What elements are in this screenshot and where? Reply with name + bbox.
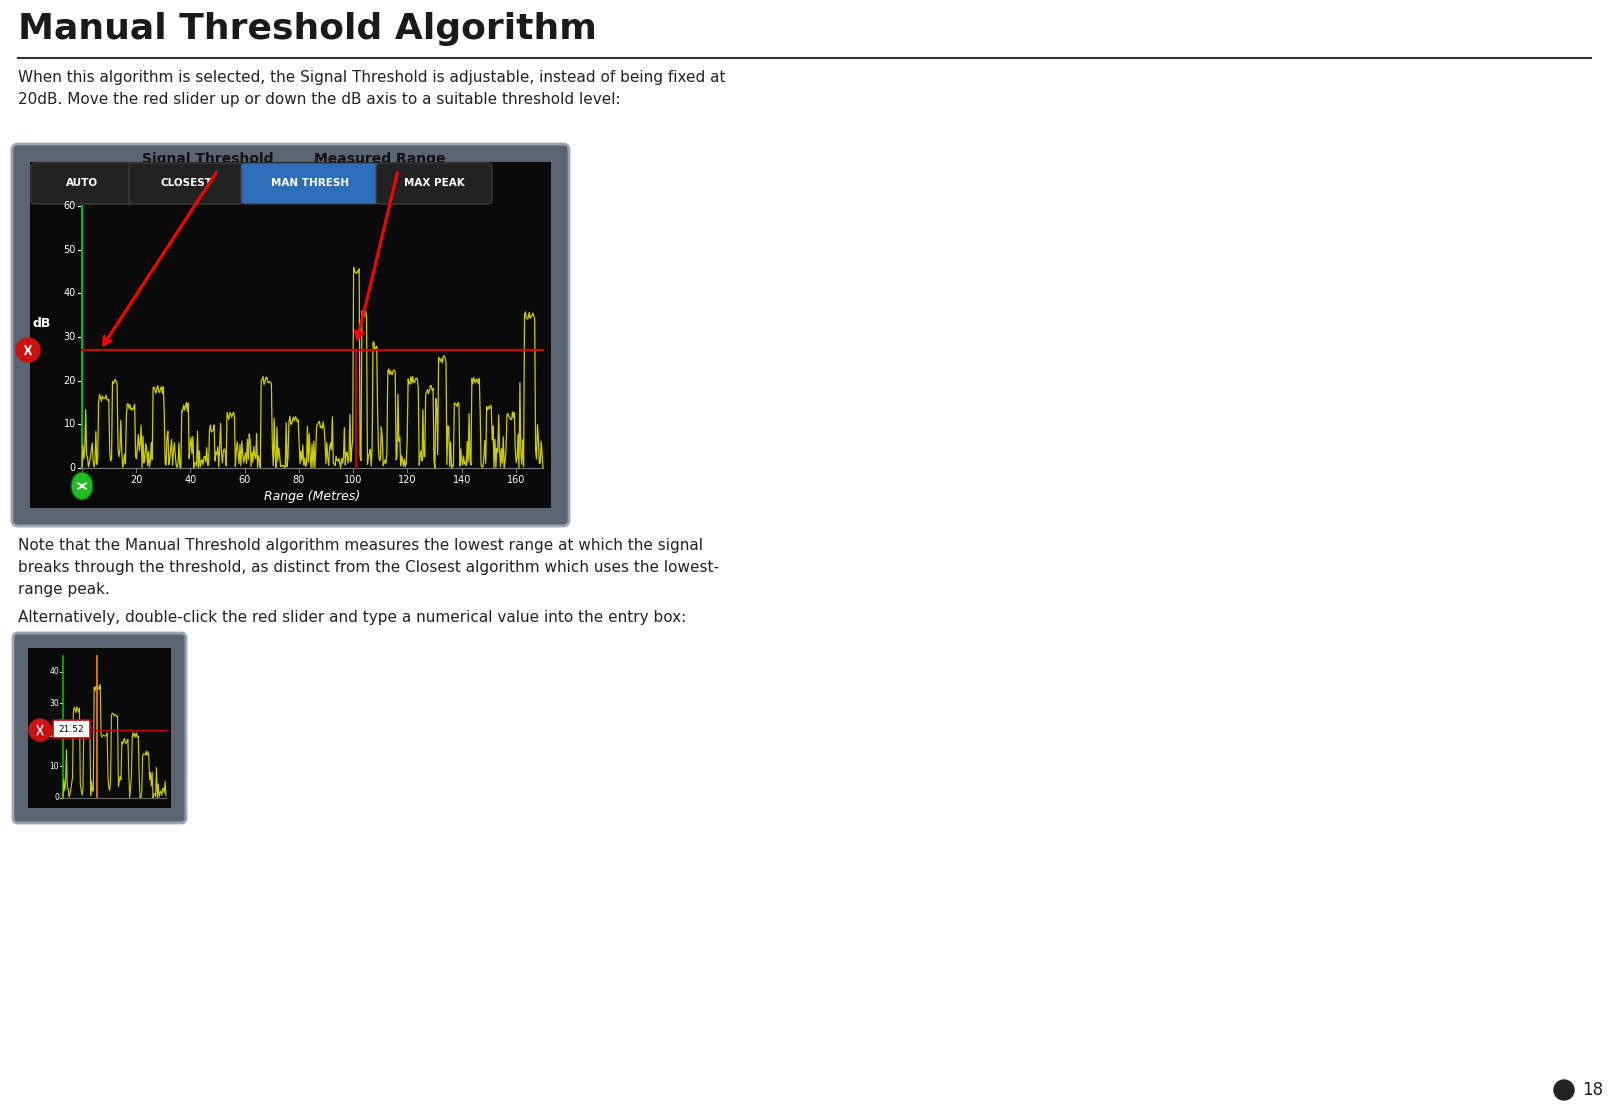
Text: 0: 0: [79, 475, 85, 485]
FancyBboxPatch shape: [241, 163, 380, 204]
Text: MAN THRESH: MAN THRESH: [270, 178, 349, 188]
Text: 20: 20: [130, 475, 143, 485]
Text: 60: 60: [238, 475, 251, 485]
Text: 30: 30: [64, 332, 76, 342]
Text: dB: dB: [34, 317, 51, 331]
Text: When this algorithm is selected, the Signal Threshold is adjustable, instead of : When this algorithm is selected, the Sig…: [18, 70, 726, 107]
FancyBboxPatch shape: [53, 720, 90, 739]
Text: Alternatively, double-click the red slider and type a numerical value into the e: Alternatively, double-click the red slid…: [18, 610, 687, 625]
Text: 160: 160: [507, 475, 525, 485]
Text: 10: 10: [64, 419, 76, 429]
Text: Note that the Manual Threshold algorithm measures the lowest range at which the : Note that the Manual Threshold algorithm…: [18, 538, 719, 597]
Text: 20: 20: [64, 375, 76, 385]
Text: 40: 40: [64, 289, 76, 299]
FancyBboxPatch shape: [31, 162, 550, 508]
Text: 140: 140: [452, 475, 471, 485]
Text: 40: 40: [50, 667, 60, 676]
Text: Measured Range: Measured Range: [314, 152, 446, 166]
Text: Manual Threshold Algorithm: Manual Threshold Algorithm: [18, 12, 597, 46]
Text: 10: 10: [50, 762, 60, 771]
FancyBboxPatch shape: [377, 163, 492, 204]
Text: 30: 30: [50, 698, 60, 707]
FancyBboxPatch shape: [27, 648, 171, 808]
Text: 40: 40: [185, 475, 196, 485]
Ellipse shape: [71, 472, 93, 500]
Text: 50: 50: [64, 245, 76, 255]
Text: 60: 60: [64, 201, 76, 211]
FancyBboxPatch shape: [129, 163, 245, 204]
FancyBboxPatch shape: [31, 163, 134, 204]
Text: 18: 18: [1582, 1081, 1603, 1100]
FancyBboxPatch shape: [13, 633, 187, 823]
Circle shape: [29, 720, 51, 741]
Circle shape: [16, 339, 40, 362]
Text: Range (Metres): Range (Metres): [264, 490, 360, 504]
Text: 80: 80: [293, 475, 306, 485]
Text: CLOSEST: CLOSEST: [161, 178, 212, 188]
FancyBboxPatch shape: [11, 144, 570, 526]
Text: 20: 20: [50, 731, 60, 740]
Text: Signal Threshold: Signal Threshold: [142, 152, 274, 166]
Text: 0: 0: [55, 793, 60, 802]
Text: AUTO: AUTO: [66, 178, 98, 188]
Text: 120: 120: [397, 475, 417, 485]
Text: 100: 100: [344, 475, 362, 485]
Text: 0: 0: [69, 463, 76, 473]
Text: 21.52: 21.52: [58, 724, 84, 734]
Circle shape: [1554, 1079, 1574, 1100]
Text: MAX PEAK: MAX PEAK: [404, 178, 465, 188]
